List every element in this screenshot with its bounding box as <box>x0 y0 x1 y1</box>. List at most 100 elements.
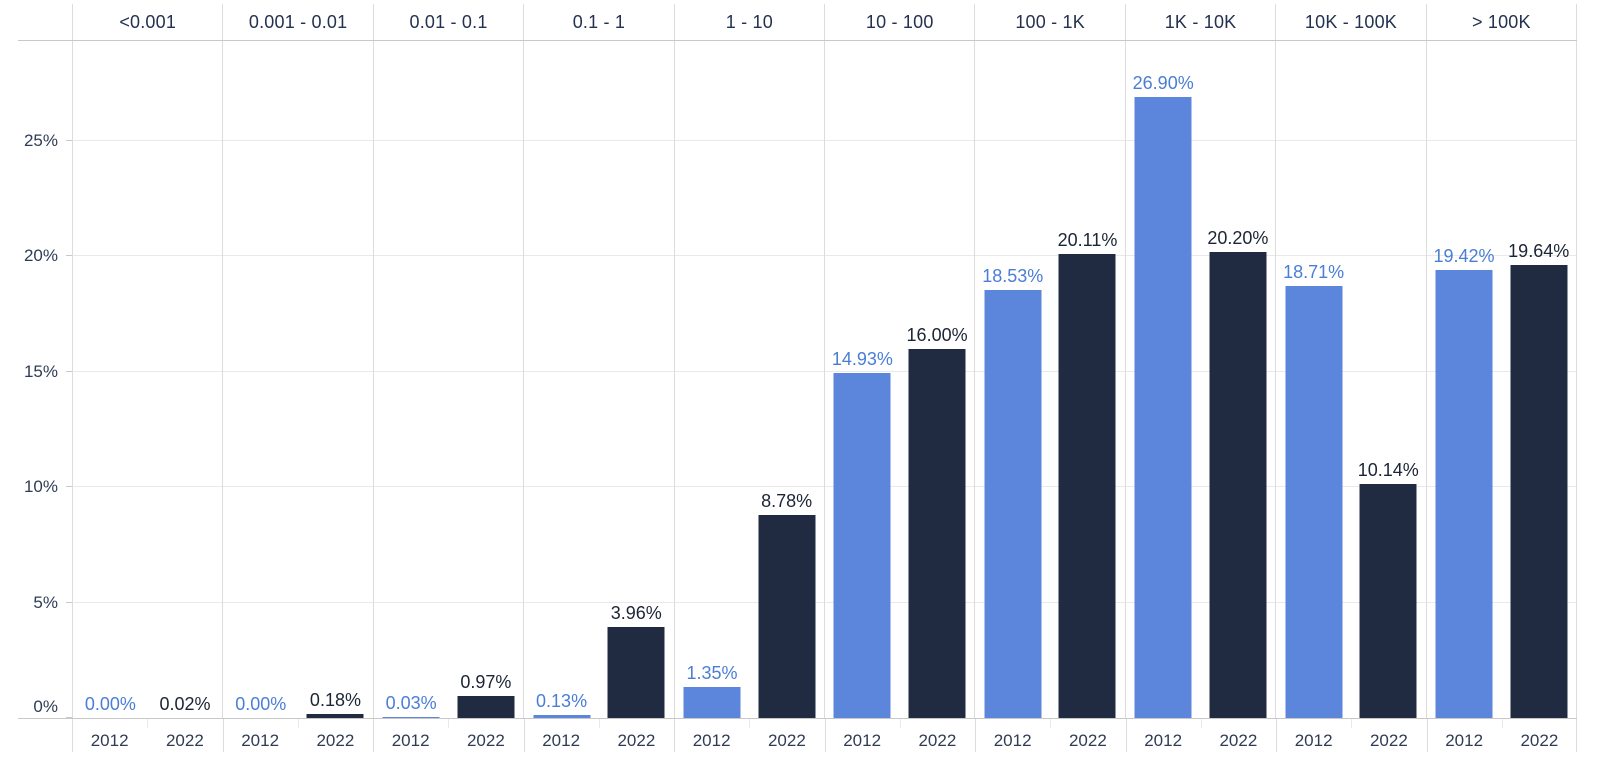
bar-slot: 0.13% <box>524 41 599 718</box>
year-separator-tick <box>1200 719 1202 728</box>
x-axis-year-label: 2022 <box>1219 731 1258 750</box>
bar-value-label: 0.03% <box>385 693 437 714</box>
x-axis-year-label: 2012 <box>542 731 581 750</box>
x-axis-year-label: 2022 <box>316 731 355 750</box>
bar-slot: 19.42% <box>1427 41 1502 718</box>
x-axis-year-label: 2012 <box>391 731 430 750</box>
bar-2012[interactable] <box>683 686 741 718</box>
bar-value-label: 14.93% <box>831 349 893 370</box>
bar-value-label: 0.13% <box>536 691 588 711</box>
bar-2012[interactable] <box>533 715 591 718</box>
bar-2022[interactable] <box>758 515 816 718</box>
bar-2012[interactable] <box>833 373 891 718</box>
column-header: 1 - 10 <box>673 4 824 40</box>
bar-2022[interactable] <box>607 626 665 718</box>
x-axis-year-label: 2012 <box>90 731 129 750</box>
year-separator-tick <box>1351 719 1353 728</box>
group-separator-tick <box>1276 719 1277 752</box>
bar-slot: 18.53% <box>975 41 1050 718</box>
year-separator-tick <box>297 719 299 728</box>
column-header: 1K - 10K <box>1124 4 1275 40</box>
group-separator-tick <box>1125 719 1127 752</box>
header-underline <box>18 40 1577 41</box>
year-separator-tick <box>1501 719 1503 728</box>
x-axis: 2012 2022 2012 2022 2012 2022 2012 2022 2012 2022… <box>72 719 1577 768</box>
bar-2022[interactable] <box>908 348 966 718</box>
group-separator-tick <box>975 719 976 752</box>
x-axis-group: 2012 2022 <box>222 719 374 768</box>
bar-value-label: 0.00% <box>235 694 287 714</box>
gridline <box>72 255 1576 257</box>
x-axis-year-label: 2012 <box>1445 731 1484 750</box>
group-separator-tick <box>824 719 826 752</box>
bar-2012[interactable] <box>1134 97 1192 718</box>
y-axis-tick <box>66 370 72 372</box>
x-axis-year-label: 2022 <box>466 731 505 750</box>
bar-2022[interactable] <box>1510 264 1568 718</box>
year-separator-tick <box>147 719 149 728</box>
bar-slot: 16.00% <box>900 41 975 718</box>
bar-slot: 1.35% <box>675 41 750 718</box>
group-separator-tick <box>523 719 525 752</box>
bar-2012[interactable] <box>984 290 1042 718</box>
bar-2012[interactable] <box>1435 269 1493 718</box>
gridline <box>72 370 1576 372</box>
bar-2022[interactable] <box>1209 251 1267 718</box>
category-group: 1.35% 8.78% <box>673 41 824 718</box>
column-header: 0.01 - 0.1 <box>372 4 523 40</box>
bar-value-label: 19.42% <box>1433 245 1495 266</box>
bar-value-label: 19.64% <box>1508 240 1570 261</box>
bar-value-label: 0.97% <box>460 671 512 692</box>
gridline <box>72 601 1576 603</box>
x-axis-group: 2012 2022 <box>975 719 1126 768</box>
x-axis-group: 2012 2022 <box>674 719 825 768</box>
bar-2022[interactable] <box>306 713 364 718</box>
y-axis: 0% 5% 10% 15% 20% 25% <box>0 41 72 718</box>
y-axis-tick <box>66 255 72 257</box>
bar-slot: 10.14% <box>1351 41 1426 718</box>
column-header: 100 - 1K <box>974 4 1124 40</box>
x-axis-group: 2012 2022 <box>523 719 675 768</box>
x-axis-year-label: 2012 <box>241 731 280 750</box>
category-group: 26.90% 20.20% <box>1124 41 1276 718</box>
bar-value-label: 26.90% <box>1132 73 1194 94</box>
x-axis-year-label: 2022 <box>1520 731 1559 750</box>
bar-value-label: 16.00% <box>906 324 968 345</box>
year-separator-tick <box>749 719 751 728</box>
bar-2022[interactable] <box>1359 484 1417 718</box>
x-axis-year-label: 2012 <box>1144 731 1183 750</box>
bar-slot: 20.20% <box>1201 41 1276 718</box>
bar-value-label: 0.02% <box>159 693 211 714</box>
x-axis-group: 2012 2022 <box>824 719 976 768</box>
bar-value-label: 18.71% <box>1283 262 1345 283</box>
bar-slot: 0.00% <box>73 41 148 718</box>
bar-slot: 0.02% <box>148 41 223 718</box>
x-axis-group: 2012 2022 <box>1276 719 1427 768</box>
bar-value-label: 8.78% <box>761 491 813 512</box>
x-axis-year-label: 2022 <box>918 731 957 750</box>
category-group: 0.03% 0.97% <box>372 41 523 718</box>
y-axis-tick <box>66 717 72 718</box>
bar-2012[interactable] <box>1285 286 1343 718</box>
group-separator-tick <box>72 719 73 752</box>
x-axis-year-label: 2012 <box>1294 731 1333 750</box>
x-axis-year-label: 2022 <box>165 731 204 750</box>
year-separator-tick <box>1050 719 1052 728</box>
bar-value-label: 1.35% <box>686 662 738 683</box>
gridline <box>72 140 1576 142</box>
column-header: 10 - 100 <box>824 4 974 40</box>
x-axis-group: 2012 2022 <box>1426 719 1578 768</box>
bar-2022[interactable] <box>457 695 515 718</box>
x-axis-year-label: 2012 <box>843 731 882 750</box>
x-axis-baseline <box>18 718 1577 719</box>
bar-2012[interactable] <box>382 717 440 718</box>
bar-2022[interactable] <box>1058 253 1116 718</box>
bar-value-label: 10.14% <box>1357 460 1419 480</box>
column-header: 0.001 - 0.01 <box>222 4 372 40</box>
x-axis-year-label: 2022 <box>1068 731 1107 750</box>
category-group: 0.00% 0.02% <box>72 41 222 718</box>
plot-area: 0.00% 0.02% 0.00% 0.18% 0.03% 0.97% 0.13% 3.96%… <box>72 41 1577 718</box>
bar-slot: 14.93% <box>825 41 900 718</box>
